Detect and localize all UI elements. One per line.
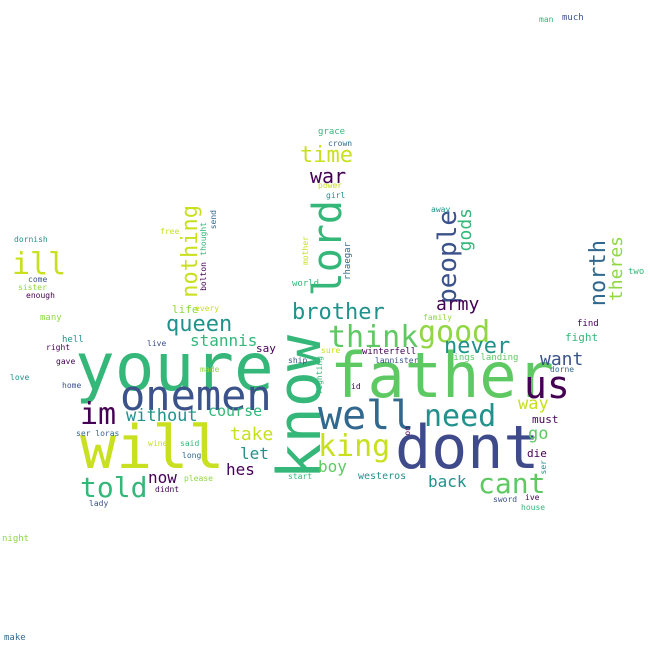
word-war: war (310, 164, 347, 188)
word-westeros: westeros (358, 471, 407, 482)
word-power: power (318, 181, 343, 190)
word-ser: ser (539, 460, 548, 475)
word-grace: grace (318, 127, 346, 137)
word-sword: sword (493, 495, 518, 504)
word-gods: gods (455, 208, 476, 252)
word-start: start (288, 472, 313, 481)
word-made: made (200, 365, 220, 374)
word-say: say (256, 342, 276, 355)
word-stannis: stannis (190, 331, 258, 350)
word-family: family (423, 313, 452, 322)
word-man: man (539, 15, 554, 24)
word-night: night (2, 534, 30, 544)
word-course: course (208, 402, 263, 420)
word-life: life (172, 303, 199, 316)
word-thought: thought (199, 222, 208, 256)
word-live: live (147, 339, 167, 348)
word-im: im (80, 397, 117, 432)
word-enough: enough (26, 291, 55, 300)
word-ser-loras: ser loras (76, 429, 120, 438)
word-back: back (428, 472, 467, 491)
word-cant: cant (478, 467, 546, 500)
word-king: king (318, 429, 391, 464)
word-sure: sure (321, 346, 341, 355)
word-many: many (40, 313, 62, 323)
word-now: now (148, 468, 177, 487)
word-time: time (300, 143, 353, 168)
word-queen: queen (166, 312, 233, 337)
word-dont: dont (395, 413, 540, 483)
word-much: much (562, 13, 584, 23)
word-well: well (318, 393, 415, 439)
word-home: home (62, 381, 82, 390)
word-theres: theres (606, 236, 627, 302)
word-want: want (540, 349, 584, 370)
word-didnt: didnt (155, 485, 180, 494)
word-fighting: fighting (315, 356, 324, 395)
word-id: id (351, 382, 361, 391)
word-go: go (528, 424, 549, 444)
word-winterfell: winterfell (362, 347, 417, 357)
word-house: house (521, 503, 546, 512)
word-please: please (184, 474, 213, 483)
word-us: us (524, 363, 570, 407)
word-hell: hell (62, 335, 84, 345)
word-sister: sister (18, 283, 47, 292)
word-every: every (195, 304, 220, 313)
word-ill: ill (12, 247, 67, 282)
word-mother: mother (301, 236, 310, 265)
word-come: come (28, 275, 48, 284)
word-find: find (577, 319, 599, 329)
word-make: make (4, 633, 26, 643)
word-right: right (46, 343, 71, 352)
word-love: love (10, 373, 30, 382)
word-said: said (180, 439, 200, 448)
word-on: on (403, 426, 412, 436)
word-good: good (418, 315, 491, 350)
word-told: told (80, 471, 148, 504)
word-lady: lady (89, 499, 109, 508)
word-long: long (182, 451, 202, 460)
word-army: army (436, 294, 480, 315)
word-let: let (240, 444, 269, 463)
word-youre: youre (75, 329, 274, 406)
word-onemen: onemen (120, 371, 272, 420)
word-dorne: dorne (550, 365, 575, 374)
word-take: take (230, 424, 274, 445)
word-fight: fight (565, 331, 599, 344)
word-bolton: bolton (199, 262, 208, 291)
word-ive: ive (525, 493, 540, 502)
word-kings-landing: kings landing (448, 353, 519, 363)
word-girl: girl (326, 191, 346, 200)
word-dornish: dornish (14, 235, 48, 244)
word-father: father (330, 339, 554, 412)
word-lannister: lannister (375, 356, 419, 365)
word-brother: brother (292, 300, 385, 325)
word-crown: crown (328, 139, 353, 148)
word-free: free (160, 227, 180, 236)
word-without: without (126, 406, 198, 426)
word-send: send (209, 210, 218, 230)
word-gave: gave (56, 357, 76, 366)
word-away: away (431, 205, 451, 214)
word-boy: boy (318, 457, 347, 476)
word-two: two (628, 267, 645, 277)
word-need: need (424, 399, 497, 434)
word-rhaegar: rhaegar (343, 242, 353, 280)
word-world: world (292, 279, 320, 289)
word-way: way (518, 394, 549, 414)
word-never: never (444, 334, 511, 359)
word-wine: wine (148, 439, 168, 448)
word-die: die (527, 447, 547, 460)
word-ship: ship (288, 356, 308, 365)
word-think: think (328, 320, 419, 355)
word-hes: hes (226, 460, 255, 479)
word-must: must (532, 413, 559, 426)
word-will: will (80, 413, 225, 483)
